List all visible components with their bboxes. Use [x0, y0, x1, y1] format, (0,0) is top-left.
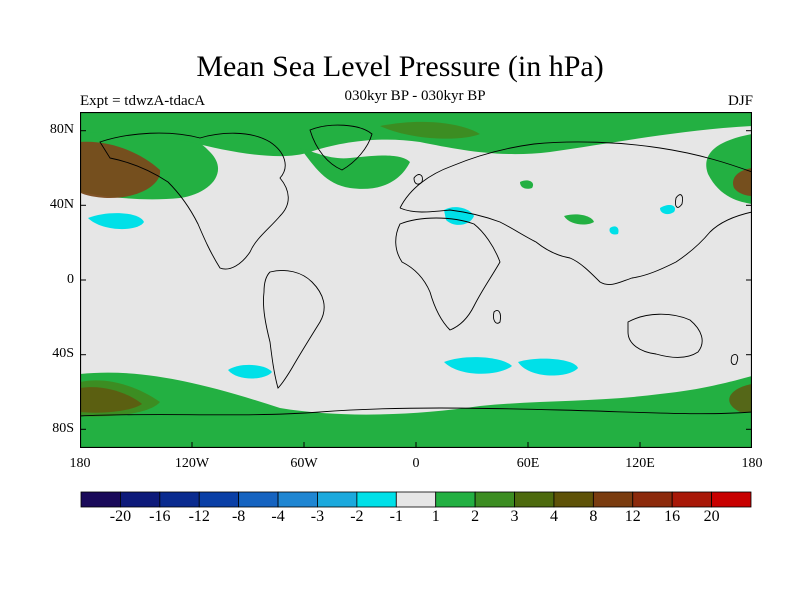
- colorbar-swatch: [238, 491, 279, 508]
- madagascar: [493, 310, 501, 324]
- pressure-map: [80, 112, 752, 448]
- colorbar-label: 16: [664, 508, 681, 525]
- lon-label-180w: 180: [69, 456, 91, 471]
- colorbar-swatch: [514, 491, 555, 508]
- colorbar-label: -2: [350, 508, 364, 525]
- coastlines: [80, 124, 752, 417]
- colorbar-label: 3: [510, 508, 519, 525]
- lon-label-180e: 180: [741, 456, 763, 471]
- colorbar-swatch: [120, 491, 161, 508]
- lon-label-0: 0: [412, 456, 420, 471]
- colorbar-label: -8: [231, 508, 246, 525]
- experiment-label: Expt = tdwzA-tdacA: [80, 93, 206, 109]
- colorbar-label: 8: [589, 508, 598, 525]
- china-cyan: [609, 226, 619, 235]
- colorbar-swatch: [356, 491, 397, 508]
- north-atlantic-green: [300, 148, 410, 189]
- colorbar-swatch: [395, 491, 437, 508]
- antarctica-coast: [80, 407, 752, 417]
- colorbar-swatch: [80, 491, 121, 508]
- central-asia-small-green: [520, 180, 534, 189]
- lat-label-0: 0: [67, 272, 74, 287]
- colorbar-swatch: [592, 491, 634, 508]
- south-america-coast: [263, 270, 325, 389]
- colorbar-label: 1: [431, 508, 440, 525]
- north-america-coast: [99, 132, 289, 270]
- colorbar: [80, 491, 752, 508]
- nh-pacific-brown: [80, 141, 161, 198]
- colorbar-swatch: [632, 491, 673, 508]
- dark-anomaly-regions: [80, 121, 752, 417]
- sh-east-olive: [729, 384, 752, 412]
- nh-east-brown: [732, 168, 752, 196]
- colorbar-swatch: [553, 491, 594, 508]
- japan: [675, 194, 683, 208]
- arabian-green: [564, 214, 594, 225]
- south-indian-cyan-west: [444, 357, 512, 374]
- lon-label-60e: 60E: [516, 456, 540, 471]
- sh-pacific-dark: [80, 387, 142, 413]
- colorbar-label: 4: [549, 508, 558, 525]
- colorbar-label: -16: [149, 508, 171, 525]
- chart-subtitle: 030kyr BP - 030kyr BP: [344, 88, 486, 104]
- lon-label-120w: 120W: [174, 456, 210, 471]
- sh-southern-ocean-green: [80, 372, 752, 448]
- japan-cyan: [660, 205, 676, 215]
- colorbar-label: -1: [389, 508, 403, 525]
- season-label: DJF: [727, 93, 753, 109]
- lat-label-40n: 40N: [49, 197, 74, 212]
- mediterranean-cyan: [444, 207, 474, 225]
- colorbar-label: 12: [624, 508, 641, 525]
- lon-label-120e: 120E: [625, 456, 655, 471]
- colorbar-swatch: [671, 491, 712, 508]
- eurasia-coast: [399, 141, 752, 285]
- colorbar-swatch: [711, 491, 752, 508]
- arctic-dark: [380, 121, 480, 139]
- colorbar-swatch: [474, 491, 515, 508]
- tick-marks: [80, 130, 752, 448]
- colorbar-label: -4: [271, 508, 285, 525]
- lat-label-80s: 80S: [52, 421, 74, 436]
- south-indian-cyan-east: [518, 358, 578, 376]
- colorbar-label: 20: [703, 508, 720, 525]
- australia-coast: [627, 313, 703, 358]
- lon-label-60w: 60W: [290, 456, 318, 471]
- colorbar-swatch: [435, 491, 476, 508]
- chart-title: Mean Sea Level Pressure (in hPa): [196, 50, 604, 83]
- positive-anomaly-regions: [80, 112, 752, 448]
- uk: [413, 174, 423, 185]
- lat-label-40s: 40S: [52, 346, 74, 361]
- colorbar-label: -12: [188, 508, 210, 525]
- africa-coast: [395, 217, 501, 331]
- colorbar-label: -20: [109, 508, 132, 525]
- colorbar-swatch: [277, 491, 318, 508]
- new-zealand: [730, 353, 739, 365]
- south-pacific-cyan: [228, 364, 272, 379]
- pacific-cyan: [88, 213, 144, 230]
- greenland-coast: [309, 124, 373, 171]
- colorbar-label: -3: [310, 508, 325, 525]
- negative-anomaly-regions: [88, 205, 676, 379]
- colorbar-swatch: [198, 491, 240, 508]
- colorbar-label: 2: [471, 508, 480, 525]
- colorbar-swatch: [159, 491, 200, 508]
- lat-label-80n: 80N: [49, 122, 74, 137]
- colorbar-swatch: [317, 491, 358, 508]
